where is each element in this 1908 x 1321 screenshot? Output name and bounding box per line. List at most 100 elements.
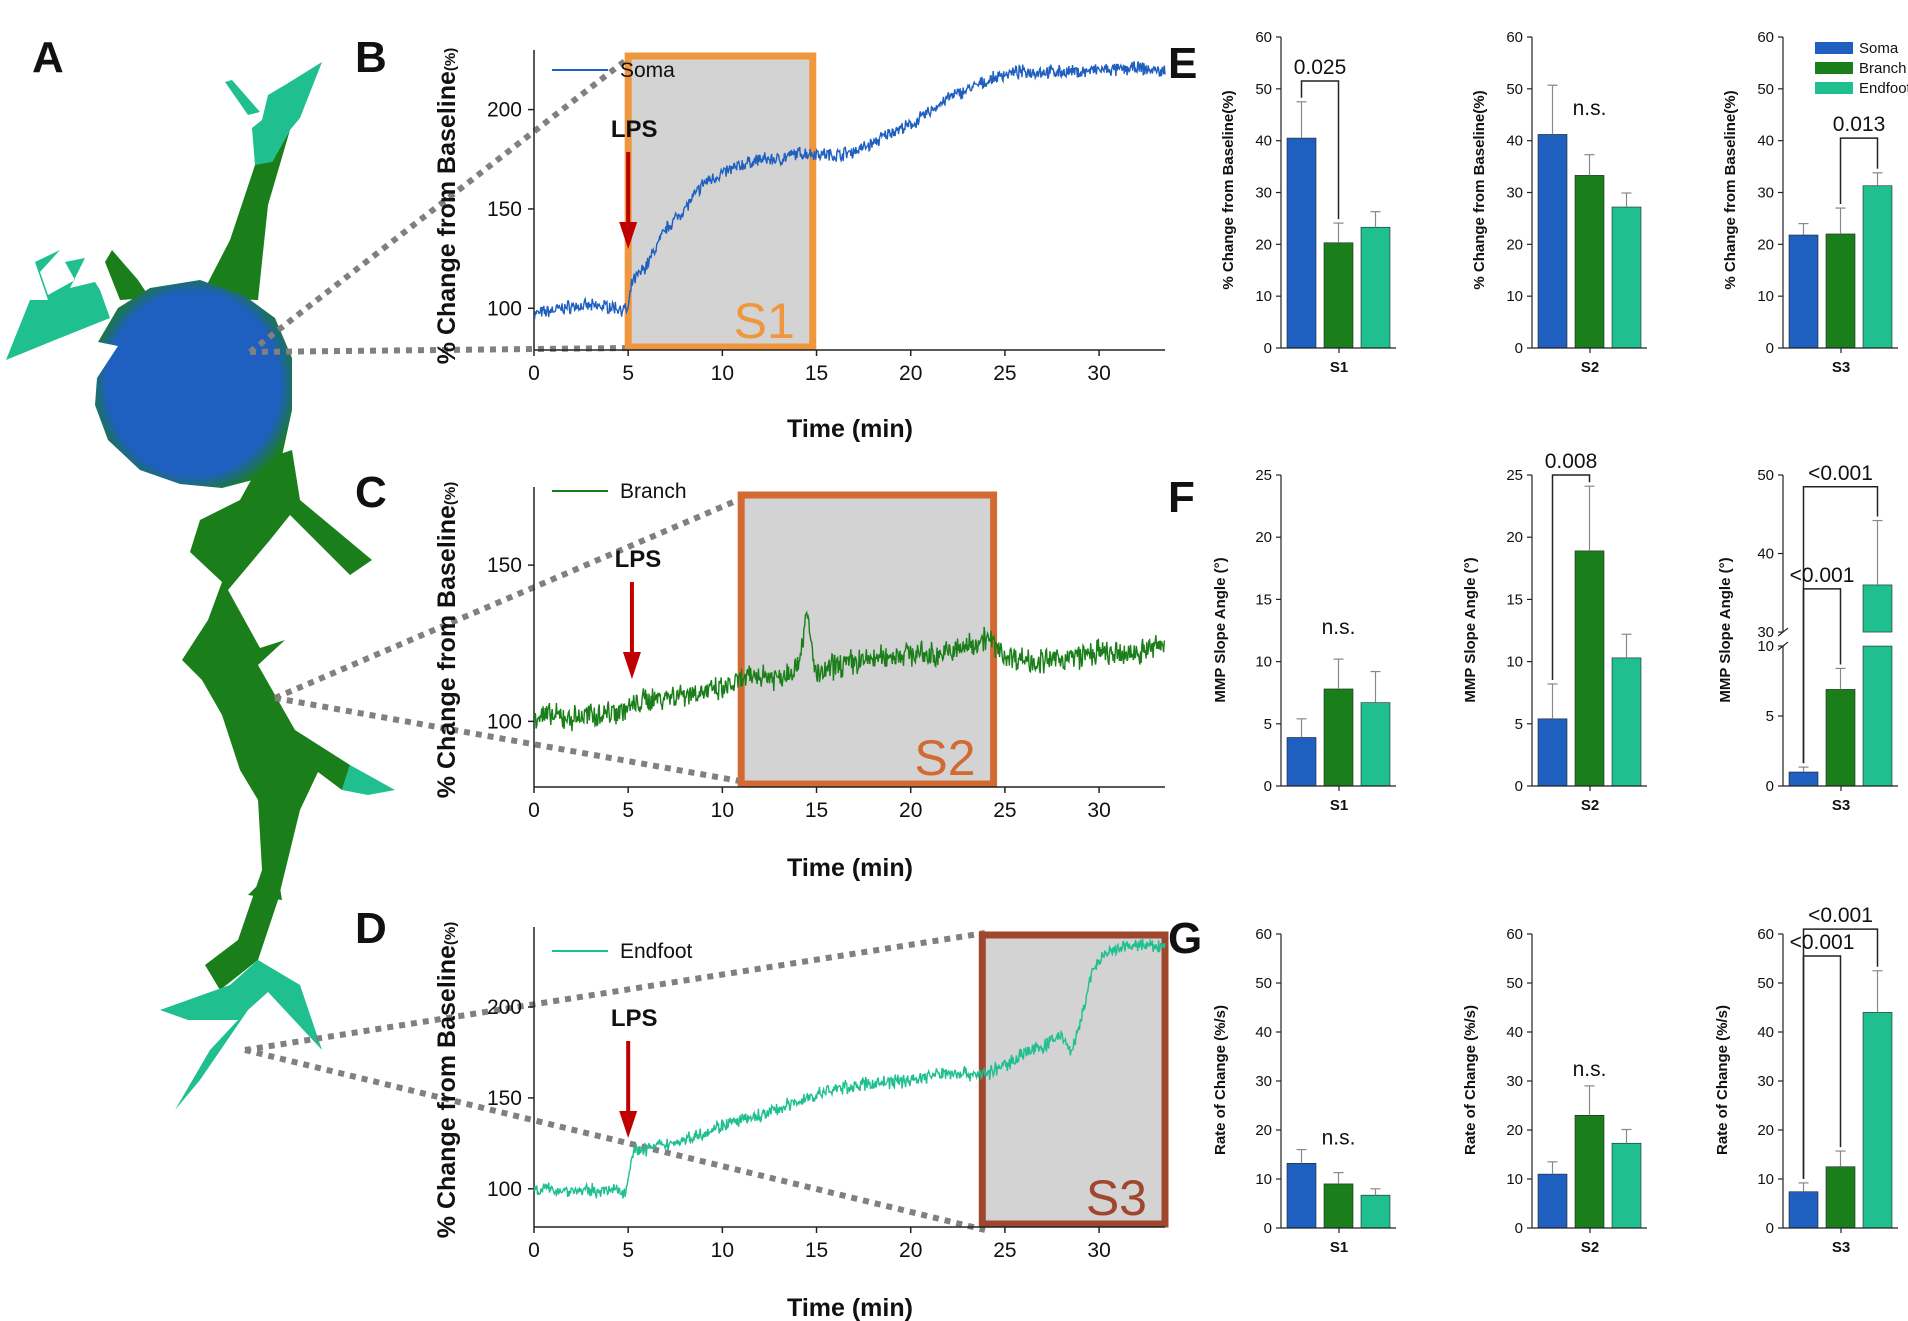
y-tick-label: 0 bbox=[1264, 340, 1272, 357]
significance-label: 0.025 bbox=[1294, 56, 1347, 79]
ylabel-e-s1-text: % Change from Baseline bbox=[1220, 114, 1237, 290]
y-tick-label: 25 bbox=[1255, 467, 1272, 484]
legend-swatch-endfoot bbox=[1815, 82, 1853, 94]
y-tick-label: 30 bbox=[1757, 624, 1774, 641]
bar-chart-e-s1: 0 10 20 30 40 50 60 S1 0.025 bbox=[1255, 29, 1396, 376]
ylabel-g-s1: Rate of Change (%/s) bbox=[1212, 1005, 1229, 1155]
y-tick-label: 40 bbox=[1757, 546, 1774, 563]
connector-branch-top bbox=[273, 494, 747, 701]
y-tick-label: 10 bbox=[1506, 1171, 1523, 1188]
stage-label-s1: S1 bbox=[734, 293, 795, 349]
x-tick-label: 5 bbox=[622, 799, 634, 822]
legend-swatch-soma bbox=[1815, 42, 1853, 54]
bar-branch bbox=[1323, 242, 1354, 349]
significance-label: <0.001 bbox=[1808, 462, 1873, 485]
x-tick-label: 0 bbox=[528, 362, 540, 385]
xlabel-d: Time (min) bbox=[787, 1294, 913, 1321]
x-tick-label: 10 bbox=[711, 362, 734, 385]
x-tick-label: 15 bbox=[805, 362, 828, 385]
y-tick-label: 0 bbox=[1766, 778, 1774, 795]
ylabel-e-s2-unit: (%) bbox=[1471, 90, 1488, 113]
bar-chart-e-s3: 0 10 20 30 40 50 60 S3 0.013 Soma Branch Endfoot bbox=[1757, 29, 1908, 376]
x-tick-label: 25 bbox=[993, 799, 1016, 822]
ylabel-e-s2-text: % Change from Baseline bbox=[1471, 114, 1488, 290]
x-tick-label: 20 bbox=[899, 799, 922, 822]
astro-endfoot-topleft bbox=[225, 80, 260, 115]
trace-branch bbox=[533, 610, 1166, 732]
astro-branch-upleft bbox=[105, 250, 150, 300]
bar-branch bbox=[1574, 175, 1605, 349]
legend-label-soma: Soma bbox=[620, 59, 675, 82]
bar-soma bbox=[1286, 137, 1317, 349]
y-tick-label: 0 bbox=[1515, 340, 1523, 357]
y-tick-label: 40 bbox=[1255, 133, 1272, 150]
y-tick-label: 50 bbox=[1255, 81, 1272, 98]
bar-chart-e-s2: 0 10 20 30 40 50 60 S2 n.s. bbox=[1506, 29, 1647, 376]
legend-label-branch: Branch bbox=[1859, 60, 1907, 77]
y-tick-label: 40 bbox=[1506, 133, 1523, 150]
y-tick-label: 100 bbox=[487, 297, 522, 320]
panel-letter-c: C bbox=[355, 468, 387, 517]
astro-branch-top bbox=[200, 125, 290, 300]
ylabel-f-s1: MMP Slope Angle (°) bbox=[1212, 557, 1229, 702]
significance-label: n.s. bbox=[1573, 97, 1607, 120]
bar-endfoot bbox=[1360, 226, 1391, 349]
stage-box-s2 bbox=[737, 491, 998, 788]
legend-label-endfoot: Endfoot bbox=[1859, 80, 1908, 97]
category-label: S2 bbox=[1581, 359, 1599, 376]
y-tick-label: 40 bbox=[1757, 133, 1774, 150]
y-tick-label: 10 bbox=[1757, 288, 1774, 305]
significance-label: 0.013 bbox=[1833, 113, 1886, 136]
significance-label: n.s. bbox=[1322, 616, 1356, 639]
y-tick-label: 10 bbox=[1255, 654, 1272, 671]
bar-soma bbox=[1286, 737, 1317, 787]
y-tick-label: 60 bbox=[1255, 926, 1272, 943]
y-tick-label: 30 bbox=[1255, 185, 1272, 202]
stage-box-s3 bbox=[978, 931, 1169, 1228]
bar-branch bbox=[1323, 688, 1354, 787]
x-tick-label: 10 bbox=[711, 1239, 734, 1262]
y-tick-label: 50 bbox=[1255, 975, 1272, 992]
y-tick-label: 20 bbox=[1757, 236, 1774, 253]
ylabel-c: % Change from Baseline(%) bbox=[433, 482, 461, 798]
bar-soma bbox=[1537, 718, 1568, 787]
lps-label: LPS bbox=[611, 1005, 658, 1032]
lps-label: LPS bbox=[615, 546, 662, 573]
x-tick-label: 10 bbox=[711, 799, 734, 822]
y-tick-label: 30 bbox=[1757, 185, 1774, 202]
y-tick-label: 150 bbox=[487, 1087, 522, 1110]
y-tick-label: 20 bbox=[1506, 236, 1523, 253]
ylabel-g-s2: Rate of Change (%/s) bbox=[1462, 1005, 1479, 1155]
y-tick-label: 60 bbox=[1255, 29, 1272, 46]
y-tick-label: 0 bbox=[1264, 778, 1272, 795]
y-tick-label: 0 bbox=[1766, 340, 1774, 357]
bar-chart-f-s2: 0 5 10 15 20 25 S2 0.008 bbox=[1506, 450, 1647, 814]
bar-soma bbox=[1788, 1191, 1819, 1229]
y-tick-label: 50 bbox=[1757, 975, 1774, 992]
lps-arrow-head bbox=[619, 1111, 638, 1138]
y-tick-label: 20 bbox=[1255, 1122, 1272, 1139]
category-label: S3 bbox=[1832, 797, 1850, 814]
panel-letter-e: E bbox=[1168, 39, 1197, 88]
category-label: S3 bbox=[1832, 359, 1850, 376]
y-tick-label: 5 bbox=[1264, 716, 1272, 733]
significance-label: <0.001 bbox=[1790, 564, 1855, 587]
x-tick-label: 20 bbox=[899, 362, 922, 385]
category-label: S3 bbox=[1832, 1239, 1850, 1256]
line-plot-c: S2 0 5 10 15 20 25 30 100 150 Branch LPS bbox=[487, 480, 1166, 822]
ylabel-b-text: % Change from Baseline bbox=[433, 71, 461, 364]
x-tick-label: 0 bbox=[528, 1239, 540, 1262]
y-tick-label: 10 bbox=[1757, 638, 1774, 655]
stage-label-s3: S3 bbox=[1086, 1170, 1147, 1226]
y-tick-label: 60 bbox=[1506, 926, 1523, 943]
y-tick-label: 40 bbox=[1506, 1024, 1523, 1041]
bar-branch bbox=[1825, 1166, 1856, 1229]
y-tick-label: 50 bbox=[1757, 467, 1774, 484]
ylabel-b: % Change from Baseline(%) bbox=[433, 48, 461, 364]
panel-letter-b: B bbox=[355, 33, 387, 82]
bar-ylabels: % Change from Baseline(%) % Change from … bbox=[1212, 90, 1739, 1155]
ylabel-d-text: % Change from Baseline bbox=[433, 945, 461, 1238]
connector-endfoot-bottom bbox=[244, 1047, 986, 1233]
legend-label-branch: Branch bbox=[620, 480, 687, 503]
bar-endfoot bbox=[1611, 1142, 1642, 1229]
